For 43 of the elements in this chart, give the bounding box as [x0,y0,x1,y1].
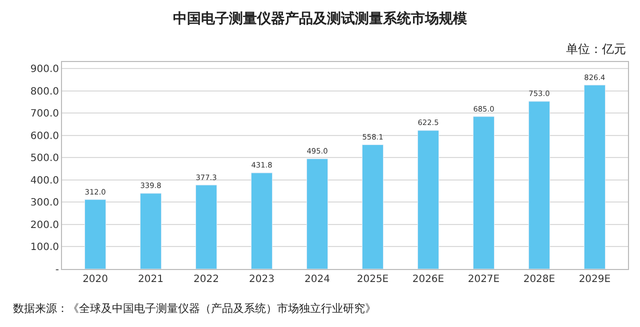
data-label: 753.0 [528,89,550,98]
data-label: 431.8 [251,160,273,170]
data-label: 558.1 [362,132,384,142]
y-tick-label: 100.0 [30,242,59,254]
y-tick-label: 900.0 [30,64,59,76]
data-label: 495.0 [306,146,328,156]
x-tick-label: 2022 [194,274,219,285]
data-label: 377.3 [196,172,218,182]
y-tick-label: 400.0 [30,175,59,186]
bar [84,199,106,269]
x-tick-label: 2021 [138,274,164,285]
bar [417,130,440,269]
y-tick-label: 300.0 [30,198,59,209]
chart-title: 中国电子测量仪器产品及测试测量系统市场规模 [173,10,468,27]
data-label: 622.5 [418,118,440,128]
bar [140,193,162,269]
y-tick-label: 700.0 [30,108,59,120]
data-label: 312.0 [84,187,106,196]
x-tick-label: 2023 [249,274,274,285]
y-tick-label: 600.0 [30,130,59,142]
x-tick-label: 2027E [468,274,500,285]
y-tick-label: 200.0 [30,220,59,231]
source-note: 数据来源：《全球及中国电子测量仪器（产品及系统）市场独立行业研究》 [13,302,376,315]
text: 单位：亿元 [566,42,626,56]
y-tick-label: - [55,264,60,276]
bar [528,101,550,269]
bar [195,184,218,269]
x-tick-label: 2020 [82,274,108,285]
data-label: 826.4 [584,72,606,82]
x-tick-label: 2028E [523,274,556,285]
bar [250,172,273,269]
y-tick-label: 500.0 [30,153,59,164]
x-tick-label: 2025E [356,274,389,285]
bar [306,158,328,269]
bar [472,116,495,269]
x-tick-label: 2024 [304,274,330,285]
data-label: 339.8 [140,181,162,190]
x-tick-label: 2029E [578,274,611,285]
data-label: 685.0 [473,104,495,114]
x-tick-label: 2026E [412,274,444,285]
bar [362,144,384,269]
bar [584,84,606,269]
y-tick-label: 800.0 [30,86,59,98]
